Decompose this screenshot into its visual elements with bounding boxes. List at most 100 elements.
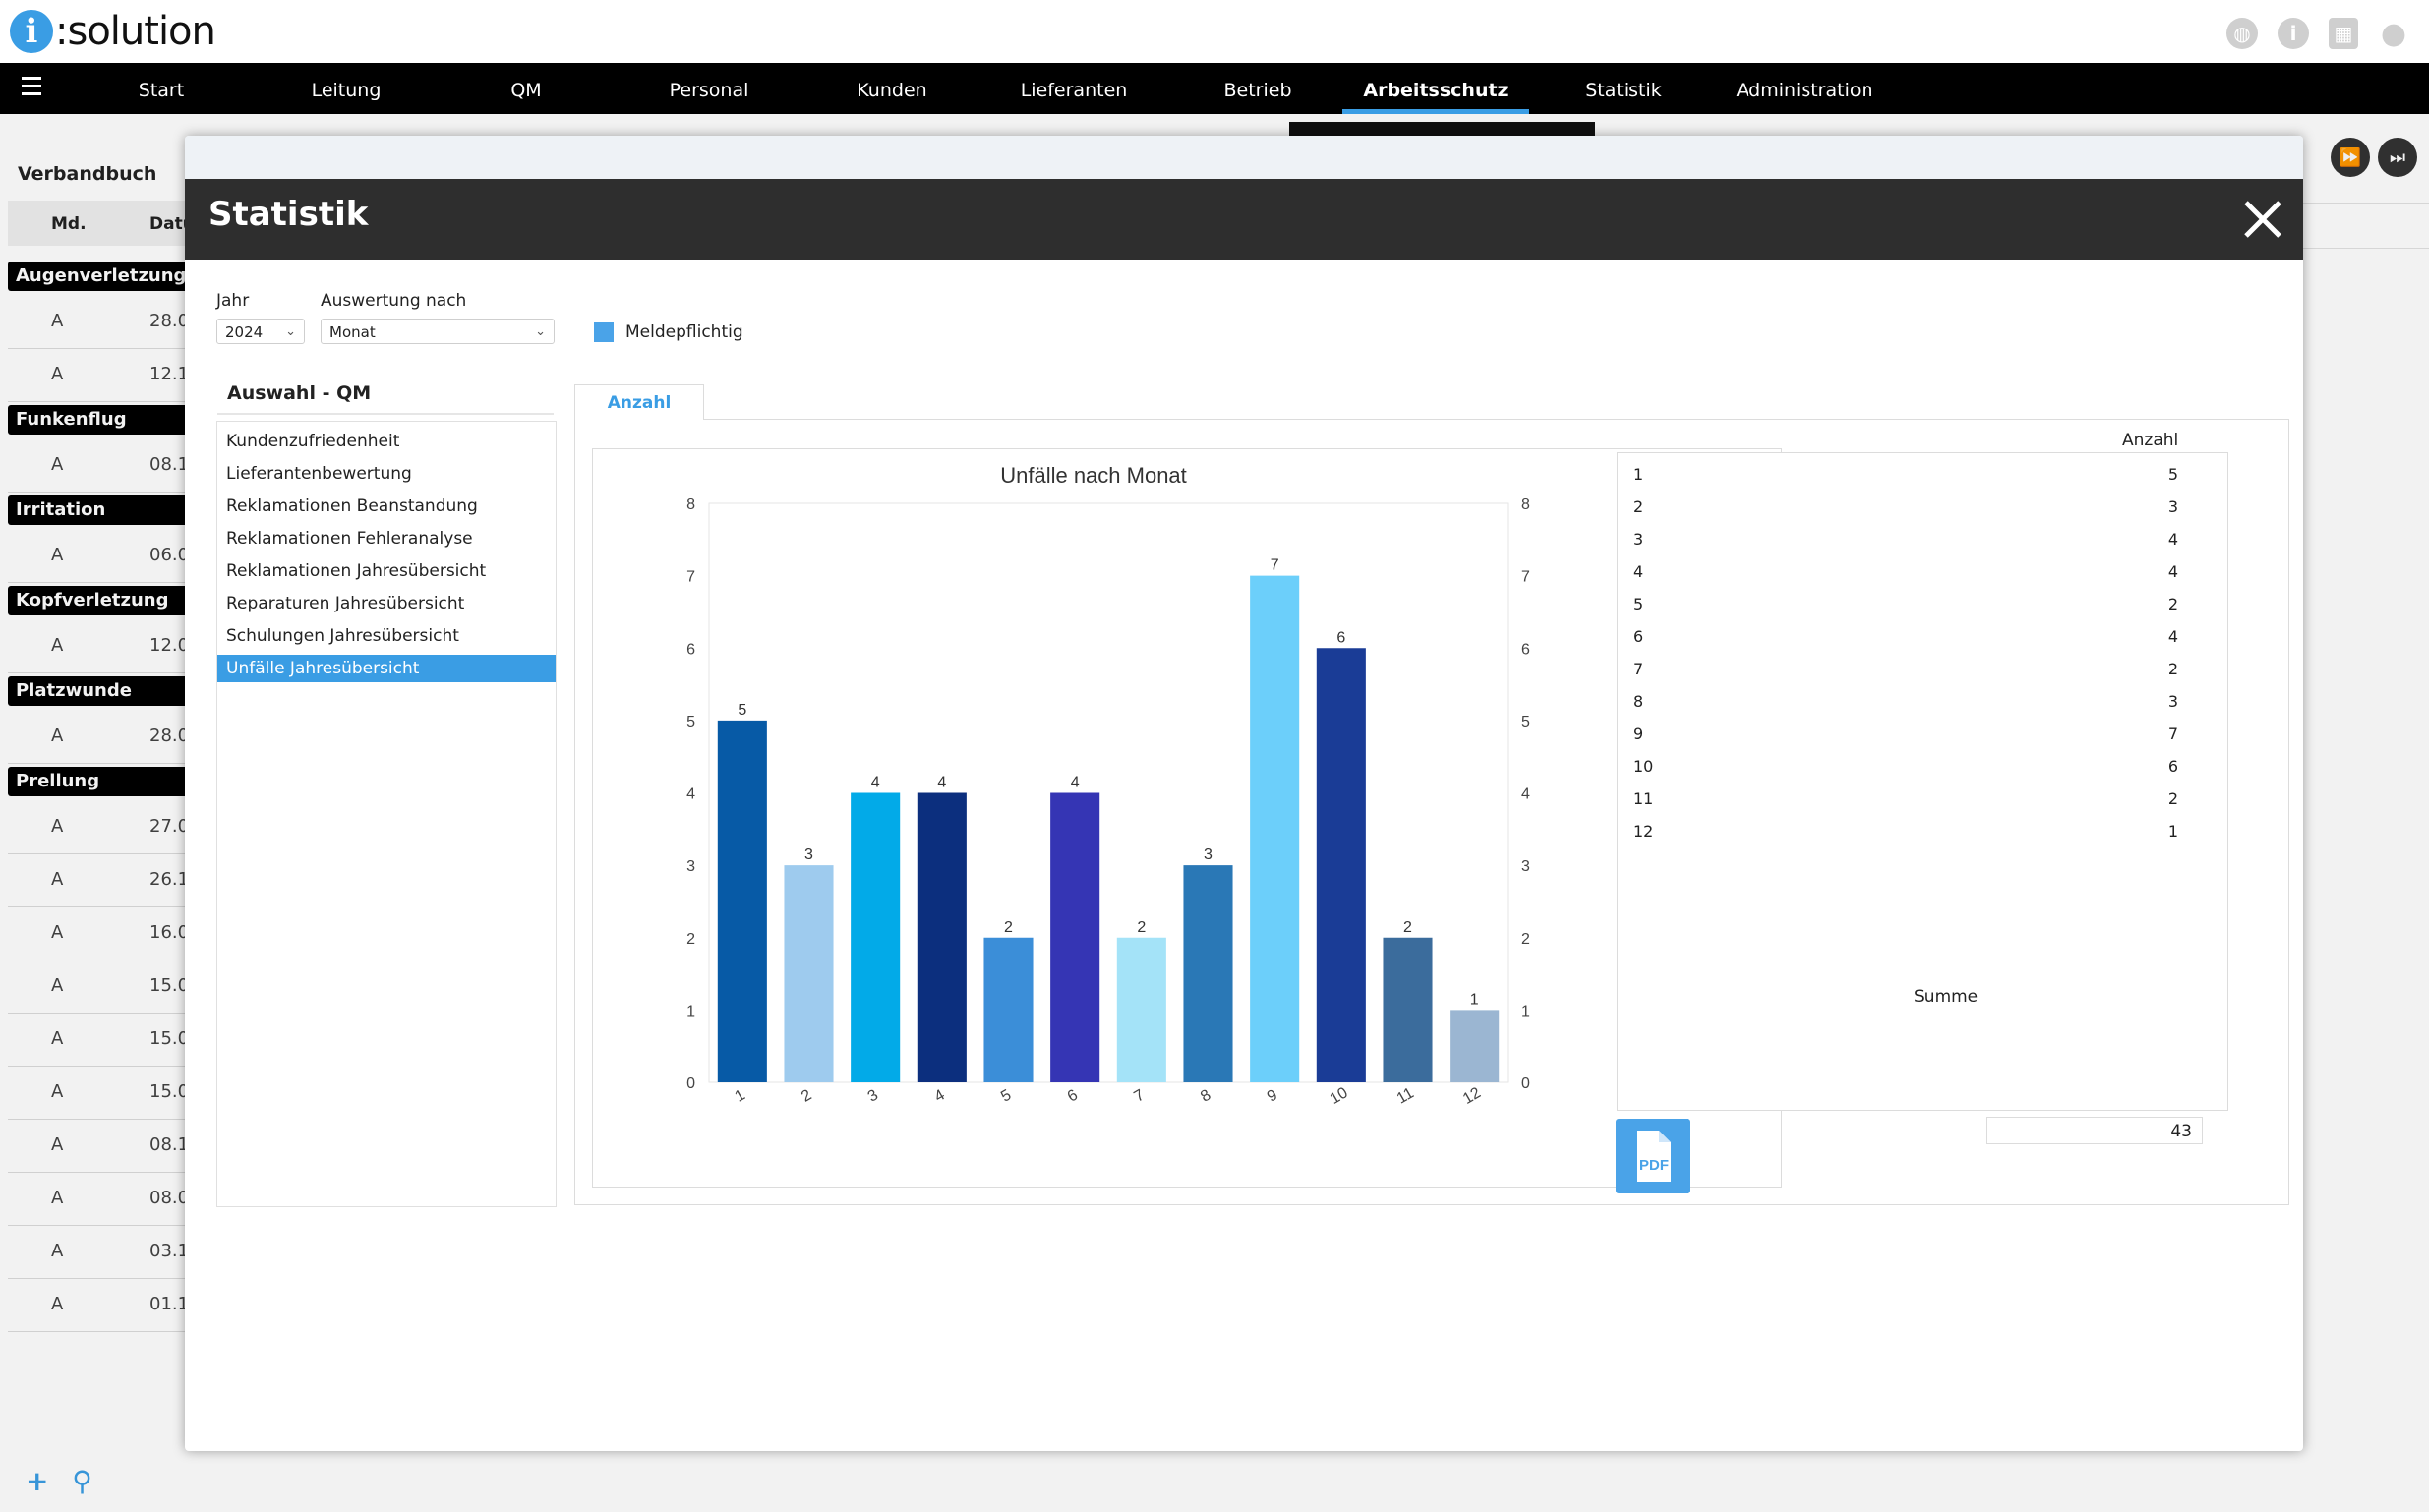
y-tick-label-right: 2 (1521, 931, 1530, 948)
calendar-icon[interactable]: ▦ (2329, 18, 2358, 49)
data-table: 1 5 2 3 3 4 4 4 5 2 6 4 7 2 8 3 9 7 10 6 11 2 12 1 (1617, 452, 2228, 1111)
info-icon[interactable]: i (2278, 18, 2309, 49)
table-row[interactable]: 11 2 (1618, 784, 2227, 816)
nav-submenu-bar (1289, 122, 1595, 136)
row-count: 4 (2167, 530, 2178, 549)
y-tick-label-left: 6 (686, 641, 695, 658)
table-header (8, 201, 187, 246)
row-count: 2 (2167, 789, 2178, 808)
table-row[interactable]: A 01.1 (8, 1280, 189, 1332)
skip-end-icon[interactable]: ⏭ (2378, 138, 2417, 177)
table-row[interactable]: A 12.0 (8, 621, 189, 673)
group-header[interactable]: Kopfverletzung (8, 586, 187, 615)
table-row[interactable]: A 08.1 (8, 1121, 189, 1173)
row-count: 4 (2167, 627, 2178, 646)
data-label: 4 (1071, 775, 1080, 791)
group-header[interactable]: Platzwunde (8, 676, 187, 706)
pdf-export-button[interactable]: PDF (1616, 1119, 1690, 1193)
qm-list-item[interactable]: Lieferantenbewertung (226, 464, 412, 484)
app-logo[interactable]: i :solution (10, 6, 216, 57)
nav-item[interactable]: Arbeitsschutz (1342, 63, 1529, 114)
y-tick-label-right: 7 (1521, 569, 1530, 586)
x-tick-label: 5 (998, 1086, 1014, 1105)
qm-list-item[interactable]: Reparaturen Jahresübersicht (226, 594, 465, 613)
row-date: 15.0 (149, 1028, 190, 1049)
legend-label[interactable]: Meldepflichtig (625, 322, 743, 342)
table-row[interactable]: A 27.0 (8, 802, 189, 854)
jahr-select[interactable]: 2024 ⌄ (216, 319, 305, 344)
row-md: A (51, 1134, 64, 1155)
table-row[interactable]: A 16.0 (8, 908, 189, 960)
qm-list-item[interactable]: Reklamationen Beanstandung (226, 496, 478, 516)
x-tick-label: 4 (931, 1086, 947, 1105)
table-row[interactable]: A 28.0 (8, 712, 189, 764)
qm-list-item[interactable]: Reklamationen Jahresübersicht (226, 561, 487, 581)
nav-item[interactable]: Administration (1736, 80, 1873, 101)
nav-item[interactable]: Lieferanten (1020, 80, 1128, 101)
qm-list-item[interactable]: Unfälle Jahresübersicht (217, 655, 556, 682)
nav-item[interactable]: Start (138, 80, 185, 101)
add-icon[interactable]: + (26, 1465, 49, 1497)
table-row[interactable]: A 12.1 (8, 350, 189, 402)
group-header[interactable]: Irritation (8, 495, 187, 525)
globe-icon[interactable]: ◍ (2226, 18, 2258, 49)
table-row[interactable]: A 15.0 (8, 961, 189, 1014)
qm-list-item[interactable]: Schulungen Jahresübersicht (226, 626, 459, 646)
search-icon[interactable]: ⚲ (72, 1465, 92, 1497)
nav-item[interactable]: Personal (669, 80, 749, 101)
nav-item[interactable]: Leitung (311, 80, 382, 101)
table-row[interactable]: 12 1 (1618, 816, 2227, 848)
column-header-date[interactable]: Datu (149, 214, 195, 234)
nav-item[interactable]: Statistik (1585, 80, 1662, 101)
table-row[interactable]: A 03.1 (8, 1227, 189, 1279)
data-label: 5 (738, 702, 746, 719)
row-md: A (51, 869, 64, 890)
nav-item[interactable]: QM (510, 80, 542, 101)
legend-swatch[interactable] (594, 322, 614, 342)
group-header[interactable]: Augenverletzung (8, 262, 187, 291)
row-count: 3 (2167, 497, 2178, 516)
table-row[interactable]: A 08.0 (8, 1174, 189, 1226)
qm-list-title: Auswahl - QM (227, 382, 372, 404)
table-row[interactable]: A 26.1 (8, 855, 190, 907)
table-row[interactable]: A 06.0 (8, 531, 189, 583)
user-icon[interactable]: ● (2380, 16, 2407, 51)
y-tick-label-right: 6 (1521, 641, 1530, 658)
nav-item[interactable]: Kunden (857, 80, 927, 101)
group-header[interactable]: Funkenflug (8, 405, 187, 435)
group-header[interactable]: Prellung (8, 767, 187, 796)
row-month: 7 (1633, 660, 1644, 678)
x-tick-label: 6 (1065, 1086, 1081, 1105)
table-row[interactable]: A 08.1 (8, 440, 189, 493)
table-row[interactable]: A 15.0 (8, 1015, 190, 1067)
qm-list-item[interactable]: Reklamationen Fehleranalyse (226, 529, 473, 549)
tab-anzahl[interactable]: Anzahl (574, 384, 704, 420)
table-row[interactable]: 10 6 (1618, 751, 2227, 784)
column-header-md[interactable]: Md. (51, 214, 87, 234)
qm-list-item[interactable]: Kundenzufriedenheit (226, 432, 400, 451)
bar (1183, 865, 1233, 1082)
chevron-down-icon: ⌄ (535, 324, 546, 339)
row-month: 6 (1633, 627, 1644, 646)
table-row[interactable]: A 15.0 (8, 1068, 189, 1120)
table-row[interactable]: A 28.0 (8, 297, 189, 349)
row-date: 26.1 (149, 869, 190, 890)
pdf-label: PDF (1639, 1157, 1669, 1174)
data-label: 3 (804, 846, 813, 863)
menu-icon[interactable] (22, 77, 41, 96)
nav-item[interactable]: Betrieb (1223, 80, 1292, 101)
fast-forward-icon[interactable]: ⏩ (2331, 138, 2370, 177)
auswertung-select[interactable]: Monat ⌄ (321, 319, 555, 344)
close-icon[interactable] (2240, 197, 2285, 242)
